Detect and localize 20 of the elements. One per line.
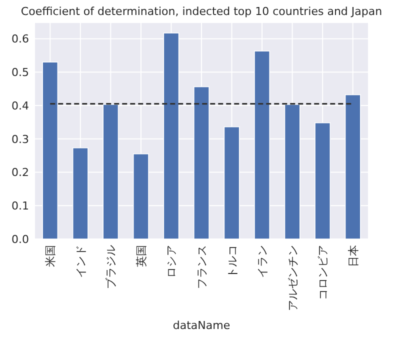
y-tick-label: 0.6 — [12, 32, 29, 46]
x-tick-label: イラン — [256, 245, 270, 278]
y-tick-label: 0.4 — [12, 99, 29, 112]
x-axis-title: dataName — [172, 319, 230, 332]
x-tick-label: 日本 — [346, 245, 360, 267]
y-tick-label: 0.5 — [12, 66, 29, 80]
x-tick-label: アルゼンチン — [286, 245, 300, 311]
x-tick-label: 米国 — [44, 245, 58, 267]
x-tick-label: ブラジル — [104, 245, 118, 289]
y-tick-label: 0.2 — [12, 166, 29, 180]
chart-title: Coefficient of determination, indected top 10 countries and Japan — [20, 5, 382, 18]
x-tick-label: 英国 — [134, 245, 148, 267]
y-tick-label: 0.1 — [12, 200, 29, 213]
y-tick-label: 0.3 — [12, 132, 29, 146]
x-tick-label: トルコ — [226, 245, 239, 278]
x-tick-label: インド — [74, 245, 88, 278]
y-tick-label: 0.0 — [12, 233, 29, 246]
x-tick-label: コロンビア — [316, 245, 330, 300]
x-tick-label: フランス — [196, 245, 208, 289]
x-tick-label: ロシア — [165, 245, 178, 278]
